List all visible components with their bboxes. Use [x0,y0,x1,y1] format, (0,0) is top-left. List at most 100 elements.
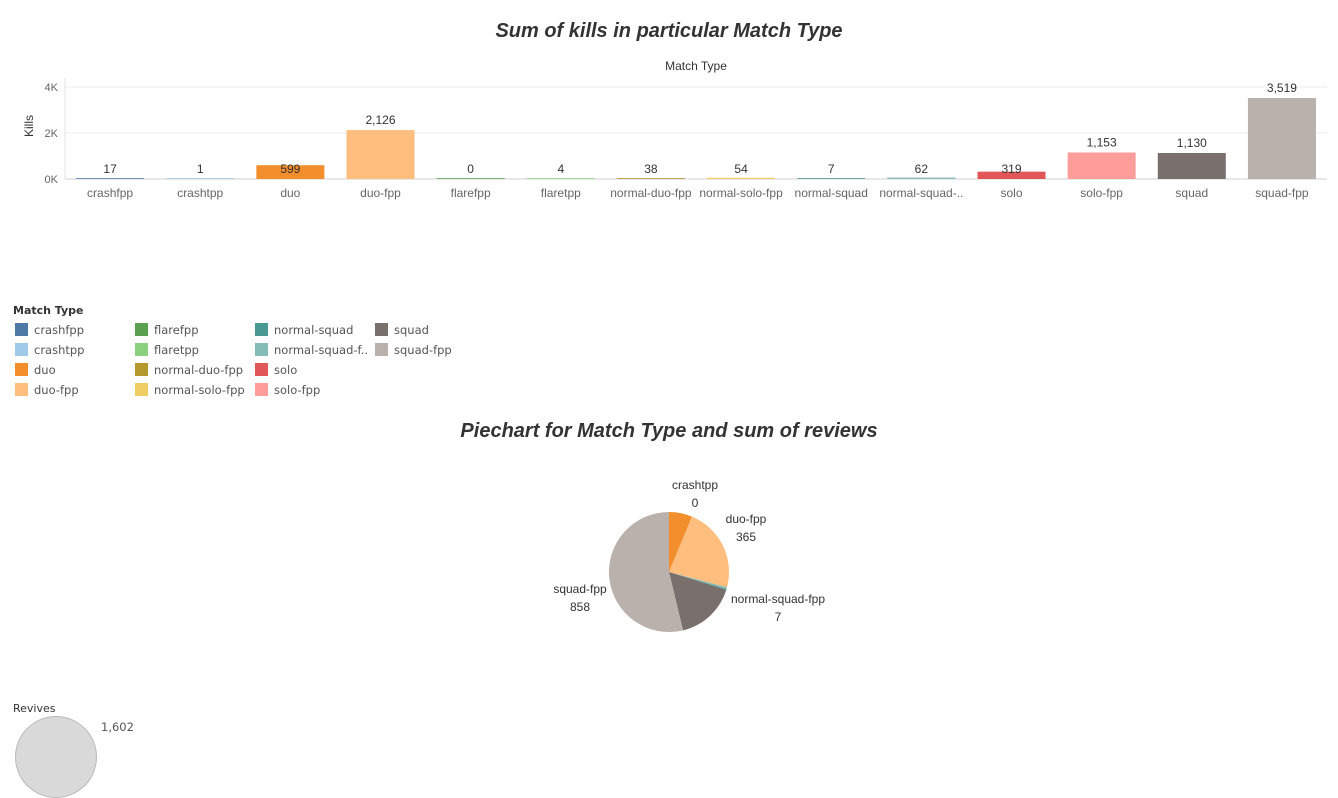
y-tick-label: 0K [45,174,59,186]
bar-value-label: 17 [103,162,117,176]
legend-swatch [15,323,28,336]
bar-squad [1157,153,1226,179]
legend-label: crashtpp [34,343,85,357]
bar-crashtpp [166,178,235,179]
bar-chart-title: Sum of kills in particular Match Type [495,20,843,42]
revives-size-legend: Revives 1,602 [13,702,213,798]
pie-slice-label: normal-squad-fpp [731,592,825,606]
legend-item[interactable]: solo-fpp [255,383,320,399]
pie-slice-squad-fpp [609,512,684,632]
bar-value-label: 599 [280,162,300,176]
legend-item[interactable]: normal-squad [255,323,353,339]
legend-swatch [255,343,268,356]
x-tick-label: crashtpp [177,186,223,200]
pie-slice-value: 0 [692,496,699,510]
legend-item[interactable]: flaretpp [135,343,199,359]
bar-value-label: 0 [467,162,474,176]
bar-solo [977,171,1046,179]
legend-label: normal-squad-f.. [274,343,369,357]
bar-flarefpp [436,178,505,179]
legend-item[interactable]: normal-duo-fpp [135,363,243,379]
pie-slice-squad [669,572,727,631]
bar-normal-squad-.. [887,177,956,179]
legend-item[interactable]: squad [375,323,429,339]
legend-swatch [135,383,148,396]
x-tick-label: normal-squad-.. [879,186,963,200]
legend-item[interactable]: duo-fpp [15,383,79,399]
bar-chart-y-axis-label: Kills [22,115,36,137]
x-tick-label: flaretpp [541,186,581,200]
size-legend-title: Revives [13,702,56,715]
bar-value-label: 4 [557,162,564,176]
x-tick-label: crashfpp [87,186,133,200]
bar-value-label: 319 [1001,162,1021,176]
legend-title: Match Type [13,304,84,317]
legend-label: flaretpp [154,343,199,357]
pie-slice-label: squad-fpp [553,582,607,596]
bar-value-label: 62 [915,162,929,176]
bar-value-label: 3,519 [1267,81,1297,95]
pie-slice-duo [669,512,693,572]
legend-swatch [135,343,148,356]
bar-chart-marks: 17 crashfpp 1 crashtpp 599 duo 2,126 duo-fpp 0 fl… [76,81,1316,200]
bar-chart: Match Type Kills 4K 2K 0K 17 crashfpp 1 crash… [22,59,1327,200]
bar-flaretpp [526,178,595,179]
bar-value-label: 54 [734,162,748,176]
bar-value-label: 38 [644,162,658,176]
match-type-legend: Match Type crashfpp crashtpp duo duo-fpp fla… [13,304,473,404]
x-tick-label: normal-duo-fpp [610,186,692,200]
legend-item[interactable]: duo [15,363,56,379]
bar-crashfpp [76,178,145,179]
legend-label: solo [274,363,298,377]
size-legend-value: 1,602 [101,720,134,734]
legend-item[interactable]: flarefpp [135,323,199,339]
legend-item[interactable]: solo [255,363,297,379]
x-tick-label: normal-squad [795,186,868,200]
pie-slice-value: 7 [775,610,782,624]
x-tick-label: duo [280,186,300,200]
legend-item[interactable]: squad-fpp [375,343,452,359]
bar-solo-fpp [1067,152,1136,179]
legend-label: squad-fpp [394,343,452,357]
legend-swatch [375,343,388,356]
y-tick-label: 2K [45,128,59,140]
legend-label: solo-fpp [274,383,321,397]
legend-item[interactable]: normal-squad-f.. [255,343,368,359]
legend-swatch [255,323,268,336]
y-tick-label: 4K [45,82,59,94]
legend-label: duo [34,363,56,377]
bar-normal-squad [797,178,866,179]
bar-value-label: 2,126 [365,113,395,127]
legend-swatch [255,383,268,396]
bar-chart-column-header: Match Type [665,59,727,73]
legend-swatch [135,363,148,376]
legend-swatch [15,383,28,396]
pie-slice-label: crashtpp [672,478,718,492]
bar-value-label: 1,130 [1177,136,1207,150]
x-tick-label: squad-fpp [1255,186,1309,200]
legend-label: squad [394,323,429,337]
legend-item[interactable]: normal-solo-fpp [135,383,245,399]
pie-slice-normal-squad-fpp [669,572,727,590]
bar-value-label: 1,153 [1087,135,1117,149]
x-tick-label: solo-fpp [1080,186,1123,200]
legend-swatch [375,323,388,336]
x-tick-label: flarefpp [451,186,491,200]
legend-swatch [15,343,28,356]
bar-value-label: 7 [828,162,835,176]
legend-label: crashfpp [34,323,85,337]
legend-item[interactable]: crashfpp [15,323,84,339]
legend-label: normal-squad [274,323,354,337]
legend-item[interactable]: crashtpp [15,343,85,359]
legend-swatch [15,363,28,376]
legend-label: normal-duo-fpp [154,363,244,377]
x-tick-label: duo-fpp [360,186,401,200]
pie-slice-label: duo-fpp [726,512,767,526]
bar-duo-fpp [346,130,415,179]
legend-swatch [255,363,268,376]
pie-slice-value: 365 [736,530,756,544]
x-tick-label: normal-solo-fpp [699,186,783,200]
bar-duo [256,165,325,179]
bar-squad-fpp [1247,98,1316,179]
legend-label: flarefpp [154,323,199,337]
